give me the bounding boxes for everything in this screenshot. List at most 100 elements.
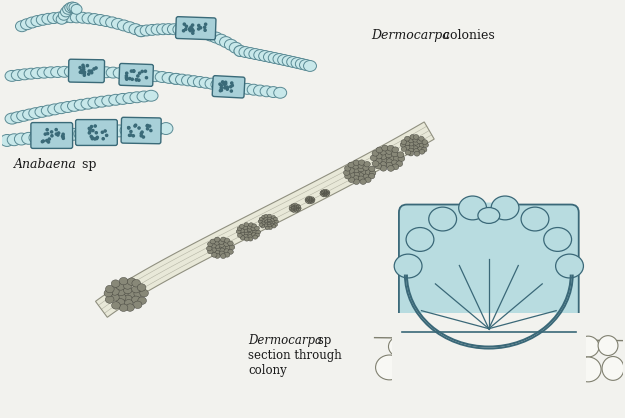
Ellipse shape <box>162 72 176 83</box>
Ellipse shape <box>106 67 120 78</box>
Ellipse shape <box>313 199 315 201</box>
Ellipse shape <box>243 234 248 238</box>
Ellipse shape <box>211 252 217 257</box>
Ellipse shape <box>388 166 394 171</box>
Ellipse shape <box>241 84 254 94</box>
Circle shape <box>198 28 200 30</box>
Ellipse shape <box>417 139 422 144</box>
Ellipse shape <box>406 150 411 155</box>
Ellipse shape <box>292 209 295 211</box>
Circle shape <box>231 82 233 84</box>
Ellipse shape <box>372 150 379 156</box>
Ellipse shape <box>246 230 251 234</box>
Ellipse shape <box>265 226 269 229</box>
Ellipse shape <box>151 24 164 35</box>
Circle shape <box>131 78 133 80</box>
Ellipse shape <box>199 28 212 40</box>
Ellipse shape <box>268 216 272 219</box>
Ellipse shape <box>348 177 354 183</box>
Ellipse shape <box>292 206 295 208</box>
Circle shape <box>83 74 86 76</box>
Ellipse shape <box>255 233 259 237</box>
Ellipse shape <box>386 148 392 154</box>
Circle shape <box>142 136 144 138</box>
Ellipse shape <box>294 208 297 210</box>
Ellipse shape <box>291 208 293 210</box>
Ellipse shape <box>416 143 421 148</box>
Ellipse shape <box>144 90 158 101</box>
Circle shape <box>55 128 58 131</box>
Ellipse shape <box>369 170 376 176</box>
Ellipse shape <box>253 235 258 239</box>
Circle shape <box>129 77 131 80</box>
Ellipse shape <box>322 194 324 196</box>
Ellipse shape <box>326 194 328 195</box>
Circle shape <box>41 140 44 143</box>
Ellipse shape <box>369 173 375 179</box>
Ellipse shape <box>363 174 369 179</box>
Ellipse shape <box>214 237 220 242</box>
Circle shape <box>91 137 94 139</box>
Ellipse shape <box>289 207 291 209</box>
Ellipse shape <box>38 67 51 78</box>
Ellipse shape <box>413 140 419 145</box>
Ellipse shape <box>408 138 414 143</box>
Ellipse shape <box>438 336 460 357</box>
Circle shape <box>231 84 233 87</box>
Ellipse shape <box>26 17 39 28</box>
Ellipse shape <box>21 19 33 30</box>
Ellipse shape <box>204 30 217 41</box>
Ellipse shape <box>264 219 268 222</box>
Ellipse shape <box>82 13 95 24</box>
Ellipse shape <box>312 197 314 199</box>
Ellipse shape <box>64 12 78 23</box>
Ellipse shape <box>406 227 434 251</box>
Ellipse shape <box>85 66 99 77</box>
Ellipse shape <box>112 125 126 137</box>
Ellipse shape <box>483 335 509 358</box>
Circle shape <box>88 73 90 75</box>
Ellipse shape <box>358 176 364 181</box>
Ellipse shape <box>70 12 83 23</box>
Ellipse shape <box>22 109 37 120</box>
Circle shape <box>189 28 191 31</box>
Circle shape <box>126 77 128 79</box>
Ellipse shape <box>119 304 128 311</box>
Circle shape <box>219 83 221 85</box>
Ellipse shape <box>219 37 232 48</box>
Ellipse shape <box>127 69 141 79</box>
Ellipse shape <box>325 195 327 197</box>
Ellipse shape <box>324 192 326 194</box>
Ellipse shape <box>29 108 42 119</box>
Circle shape <box>132 70 135 72</box>
Ellipse shape <box>268 214 271 217</box>
Ellipse shape <box>176 74 189 85</box>
Ellipse shape <box>5 70 19 82</box>
Circle shape <box>140 135 142 137</box>
Ellipse shape <box>157 24 169 35</box>
Circle shape <box>144 70 146 72</box>
Ellipse shape <box>320 194 322 195</box>
Ellipse shape <box>412 138 418 142</box>
Ellipse shape <box>521 207 549 231</box>
Ellipse shape <box>11 70 25 81</box>
Ellipse shape <box>384 155 391 161</box>
FancyBboxPatch shape <box>31 122 72 148</box>
Ellipse shape <box>208 242 213 247</box>
Circle shape <box>95 132 98 134</box>
Ellipse shape <box>308 198 309 199</box>
Ellipse shape <box>219 240 224 245</box>
Ellipse shape <box>224 238 230 243</box>
Ellipse shape <box>328 192 330 194</box>
Circle shape <box>229 86 232 88</box>
Ellipse shape <box>104 125 119 138</box>
Ellipse shape <box>244 48 257 59</box>
Ellipse shape <box>414 148 419 153</box>
Ellipse shape <box>263 217 268 220</box>
Ellipse shape <box>67 2 78 12</box>
Circle shape <box>84 71 86 73</box>
Circle shape <box>137 75 139 77</box>
Ellipse shape <box>261 219 265 222</box>
Ellipse shape <box>146 24 159 36</box>
Circle shape <box>48 138 51 140</box>
